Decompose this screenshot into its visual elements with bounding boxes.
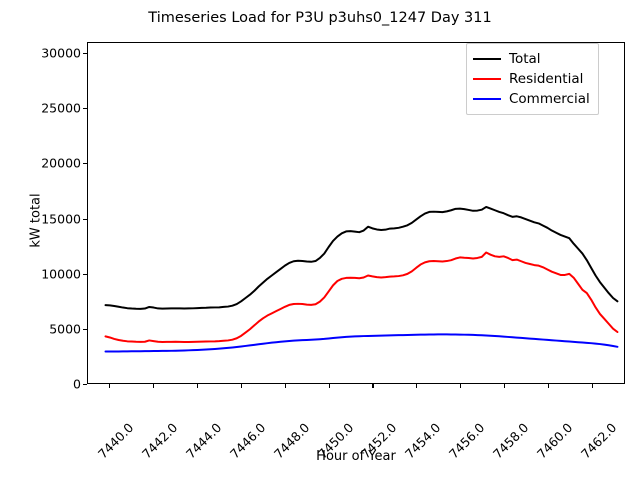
- legend-label: Residential: [509, 71, 584, 87]
- y-axis-label: kW total: [28, 193, 44, 248]
- series-line-residential: [104, 251, 619, 343]
- y-tick-mark: [83, 384, 87, 386]
- legend-label: Commercial: [509, 91, 590, 107]
- y-tick-mark: [83, 273, 87, 275]
- x-tick-mark: [196, 384, 198, 388]
- x-tick-mark: [152, 384, 154, 388]
- y-tick-label: 30000: [41, 45, 81, 61]
- x-tick-mark: [284, 384, 286, 388]
- x-tick-mark: [592, 384, 594, 388]
- legend: Total Residential Commercial: [466, 43, 599, 115]
- legend-swatch-icon: [473, 78, 501, 80]
- legend-swatch-icon: [473, 98, 501, 100]
- chart-title: Timeseries Load for P3U p3uhs0_1247 Day …: [148, 10, 492, 26]
- y-tick-label: 5000: [49, 321, 81, 337]
- y-tick-label: 25000: [41, 100, 81, 116]
- y-tick-label: 10000: [41, 266, 81, 282]
- legend-item: Total: [473, 49, 590, 69]
- x-axis-label: Hour of Year: [316, 449, 396, 464]
- x-tick-mark: [504, 384, 506, 388]
- y-tick-label: 20000: [41, 155, 81, 171]
- x-tick-mark: [328, 384, 330, 388]
- y-tick-label: 15000: [41, 211, 81, 227]
- x-tick-mark: [416, 384, 418, 388]
- legend-swatch-icon: [473, 58, 501, 60]
- series-lines: [104, 205, 619, 353]
- legend-item: Commercial: [473, 89, 590, 109]
- series-line-total: [104, 205, 619, 310]
- series-line-commercial: [104, 333, 619, 353]
- legend-item: Residential: [473, 69, 590, 89]
- y-tick-mark: [83, 53, 87, 55]
- x-tick-mark: [460, 384, 462, 388]
- x-tick-mark: [108, 384, 111, 388]
- y-tick-label: 0: [73, 376, 81, 392]
- x-tick-mark: [240, 384, 242, 388]
- y-tick-mark: [83, 328, 87, 330]
- x-tick-mark: [548, 384, 550, 388]
- y-tick-mark: [83, 218, 87, 220]
- x-tick-mark: [372, 384, 374, 388]
- legend-label: Total: [509, 51, 541, 67]
- y-tick-mark: [83, 108, 87, 110]
- y-tick-mark: [83, 163, 87, 165]
